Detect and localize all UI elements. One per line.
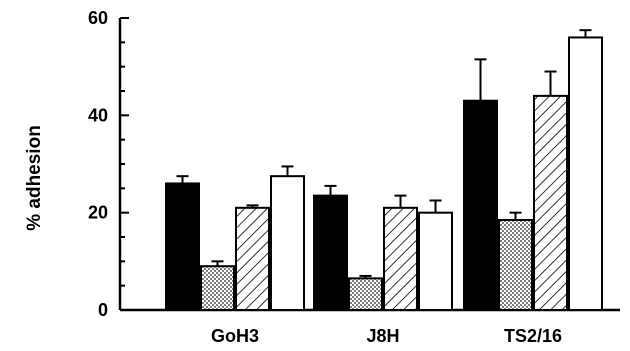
bar-open xyxy=(418,211,453,312)
bar-solid xyxy=(463,99,498,311)
y-axis-label: % adhesion xyxy=(24,125,45,231)
bar-open xyxy=(270,175,305,311)
bars-group xyxy=(165,29,603,312)
category-label: J8H xyxy=(366,326,399,346)
y-tick-label: 0 xyxy=(98,300,108,320)
bar-dotted xyxy=(200,265,235,312)
y-tick-label: 40 xyxy=(88,105,108,125)
bar-dotted xyxy=(348,277,383,312)
category-label: GoH3 xyxy=(211,326,259,346)
bar-hatched xyxy=(383,206,418,311)
y-tick-label: 60 xyxy=(88,8,108,28)
y-tick-label: 20 xyxy=(88,203,108,223)
bar-dotted xyxy=(498,218,533,311)
category-label: TS2/16 xyxy=(504,326,562,346)
labels-group: 0 20 40 60 GoH3 J8H TS2/16 xyxy=(88,8,562,346)
bar-hatched xyxy=(235,206,270,311)
bar-solid xyxy=(313,194,348,311)
bar-open xyxy=(568,36,603,311)
bar-hatched xyxy=(533,94,568,311)
bar-solid xyxy=(165,182,200,311)
